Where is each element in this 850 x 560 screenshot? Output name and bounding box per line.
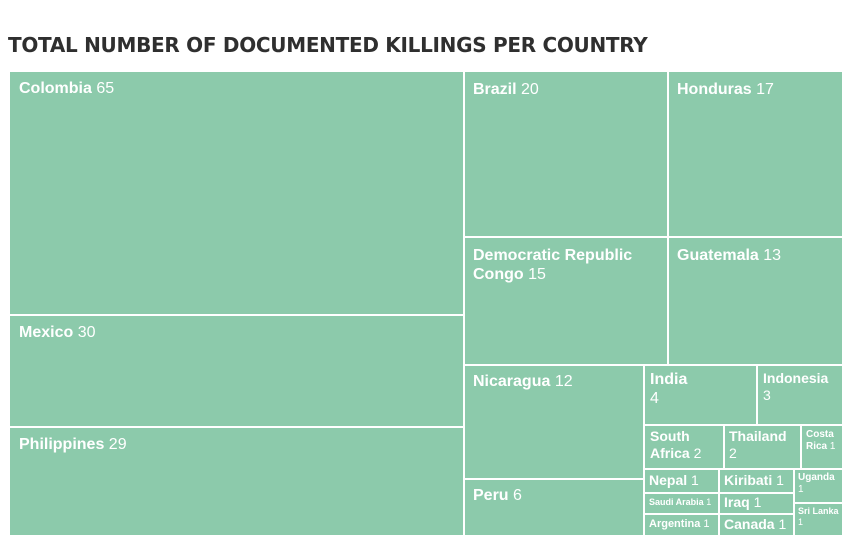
treemap-cell-costa-rica: Costa Rica 1 [802, 426, 842, 468]
cell-label-name: Nepal [649, 472, 688, 488]
cell-label: Thailand 2 [729, 428, 789, 462]
cell-label: Sri Lanka 1 [798, 506, 842, 528]
chart-title: TOTAL NUMBER OF DOCUMENTED KILLINGS PER … [8, 33, 648, 57]
cell-label-value: 1 [778, 516, 787, 532]
cell-label: India 4 [650, 370, 690, 408]
cell-label-name: Thailand [729, 428, 787, 444]
treemap-cell-south-africa: South Africa 2 [645, 426, 723, 468]
treemap-cell-iraq: Iraq 1 [720, 494, 793, 513]
treemap-cell-colombia: Colombia 65 [10, 72, 463, 314]
cell-label-value: 30 [77, 324, 96, 341]
cell-label: Indonesia 3 [763, 370, 833, 404]
cell-label-name: Argentina [649, 518, 701, 530]
treemap-cell-honduras: Honduras 17 [669, 72, 842, 236]
cell-label-name: Honduras [677, 81, 752, 98]
treemap-cell-uganda: Uganda 1 [795, 470, 842, 502]
cell-label-name: Peru [473, 487, 509, 504]
cell-label-name: Brazil [473, 81, 517, 98]
cell-label: Iraq 1 [724, 494, 789, 511]
cell-label-name: Guatemala [677, 247, 759, 264]
cell-label-value: 13 [763, 247, 782, 264]
cell-label: South Africa 2 [650, 428, 710, 462]
cell-label-value: 12 [554, 373, 573, 390]
cell-label: Honduras 17 [677, 80, 838, 99]
cell-label: Argentina 1 [649, 518, 714, 531]
cell-label-value: 4 [650, 390, 659, 408]
treemap-cell-indonesia: Indonesia 3 [758, 366, 842, 424]
cell-label-value: 2 [693, 444, 702, 461]
cell-label: Democratic Republic Congo 15 [473, 246, 663, 284]
cell-label: Kiribati 1 [724, 472, 789, 489]
treemap-cell-brazil: Brazil 20 [465, 72, 667, 236]
cell-label-name: Costa Rica [806, 429, 834, 452]
cell-label: Saudi Arabia 1 [649, 497, 714, 508]
cell-label-name: India [650, 371, 688, 388]
cell-label-name: Saudi Arabia [649, 497, 704, 507]
cell-label: Guatemala 13 [677, 246, 838, 265]
treemap-cell-mexico: Mexico 30 [10, 316, 463, 426]
cell-label: Canada 1 [724, 516, 789, 533]
cell-label-name: Democratic Republic Congo [473, 247, 633, 284]
cell-label-name: Colombia [19, 80, 92, 97]
cell-label-value: 20 [521, 81, 539, 98]
treemap-cell-guatemala: Guatemala 13 [669, 238, 842, 364]
cell-label-value: 1 [691, 472, 699, 488]
cell-label: Nicaragua 12 [473, 372, 639, 391]
cell-label-value: 65 [96, 80, 115, 97]
cell-label-name: Sri Lanka [798, 506, 839, 516]
cell-label: Mexico 30 [19, 323, 459, 342]
treemap-cell-saudi-arabia: Saudi Arabia 1 [645, 494, 718, 513]
cell-label-name: Philippines [19, 436, 105, 453]
cell-label: Colombia 65 [19, 79, 459, 98]
cell-label-value: 1 [798, 484, 804, 495]
cell-label-value: 17 [756, 81, 774, 98]
cell-label: Philippines 29 [19, 435, 459, 454]
cell-label-name: Mexico [19, 324, 74, 341]
cell-label: Costa Rica 1 [806, 429, 840, 453]
cell-label-name: Kiribati [724, 472, 773, 488]
cell-label-name: Iraq [724, 494, 750, 510]
cell-label: Uganda 1 [798, 472, 842, 496]
treemap-cell-sri-lanka: Sri Lanka 1 [795, 504, 842, 535]
treemap-cell-nicaragua: Nicaragua 12 [465, 366, 643, 478]
treemap-cell-canada: Canada 1 [720, 515, 793, 535]
cell-label-name: Nicaragua [473, 373, 551, 390]
cell-label-value: 3 [763, 386, 771, 403]
treemap-cell-democratic-republic-congo: Democratic Republic Congo 15 [465, 238, 667, 364]
treemap-cell-nepal: Nepal 1 [645, 470, 718, 492]
cell-label-value: 29 [108, 436, 127, 453]
treemap-cell-argentina: Argentina 1 [645, 515, 718, 535]
cell-label-name: Indonesia [763, 370, 829, 386]
cell-label: Brazil 20 [473, 80, 663, 99]
treemap-cell-peru: Peru 6 [465, 480, 643, 535]
cell-label-value: 1 [753, 494, 762, 510]
cell-label-name: Uganda [798, 472, 835, 483]
cell-label-value: 1 [829, 441, 836, 452]
cell-label-value: 1 [703, 518, 710, 530]
cell-label-value: 15 [528, 266, 546, 284]
cell-label-name: South Africa [650, 428, 690, 461]
cell-label-name: Canada [724, 516, 775, 532]
cell-label-value: 2 [729, 444, 737, 461]
treemap-cell-india: India 4 [645, 366, 756, 424]
cell-label: Nepal 1 [649, 472, 714, 489]
cell-label: Peru 6 [473, 486, 639, 505]
treemap-cell-kiribati: Kiribati 1 [720, 470, 793, 492]
cell-label-value: 1 [706, 497, 712, 507]
cell-label-value: 1 [776, 472, 784, 488]
treemap-cell-philippines: Philippines 29 [10, 428, 463, 535]
treemap-cell-thailand: Thailand 2 [725, 426, 800, 468]
cell-label-value: 1 [798, 516, 804, 527]
cell-label-value: 6 [513, 487, 522, 504]
